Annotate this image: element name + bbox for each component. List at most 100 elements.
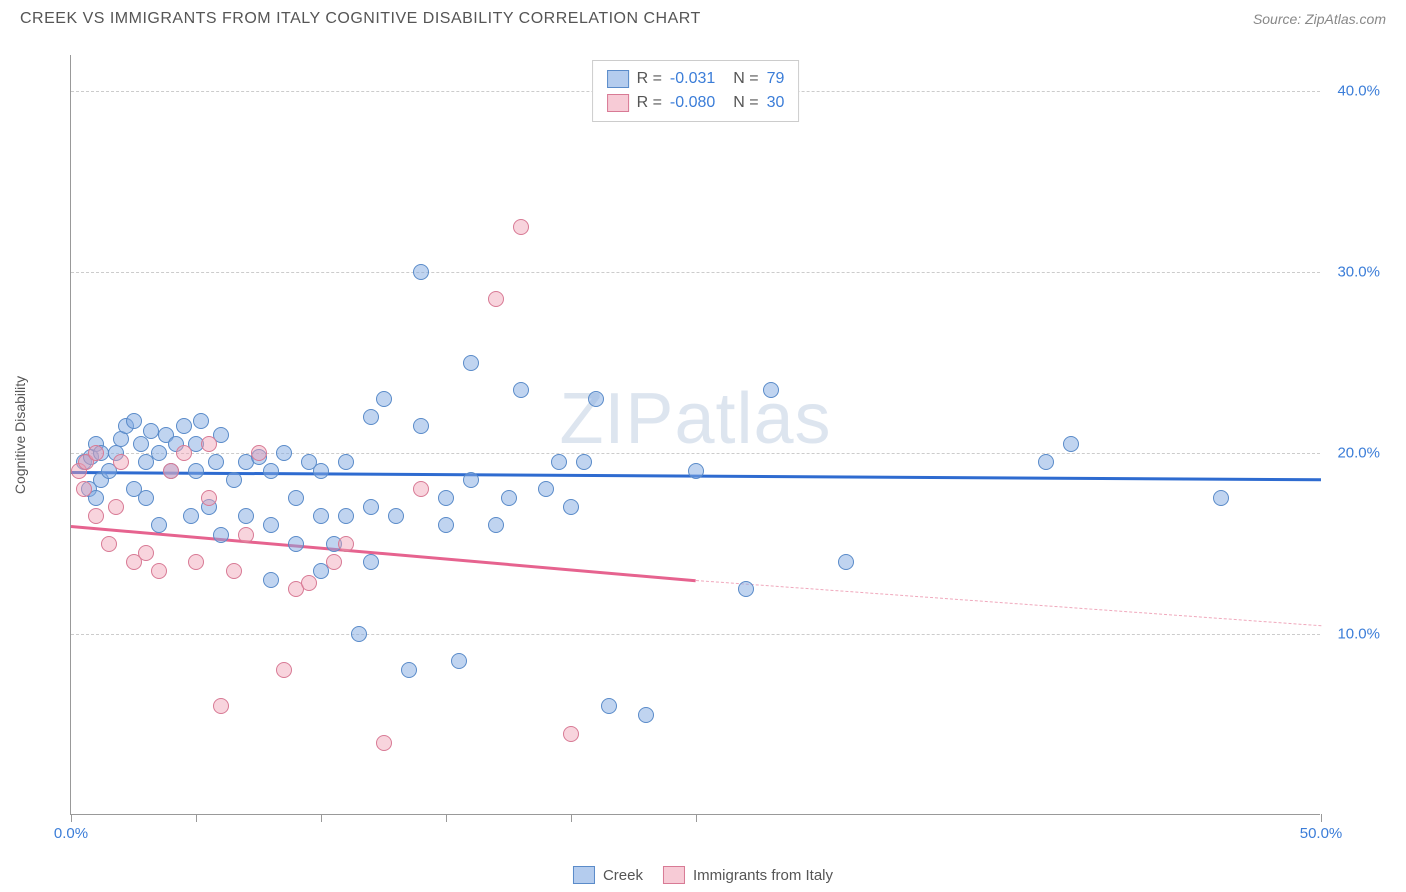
data-point — [338, 536, 354, 552]
x-tick — [696, 814, 697, 822]
data-point — [226, 563, 242, 579]
source-attribution: Source: ZipAtlas.com — [1253, 11, 1386, 27]
data-point — [488, 291, 504, 307]
data-point — [838, 554, 854, 570]
plot-area: ZIPatlas R = -0.031 N = 79 R = -0.080 N … — [70, 55, 1320, 815]
data-point — [488, 517, 504, 533]
data-point — [513, 382, 529, 398]
data-point — [76, 481, 92, 497]
data-point — [208, 454, 224, 470]
data-point — [126, 413, 142, 429]
data-point — [276, 445, 292, 461]
x-tick-label: 50.0% — [1300, 825, 1343, 842]
chart-title: CREEK VS IMMIGRANTS FROM ITALY COGNITIVE… — [20, 10, 701, 28]
data-point — [263, 517, 279, 533]
x-tick — [571, 814, 572, 822]
data-point — [413, 264, 429, 280]
legend-r-label: R = — [637, 91, 662, 115]
data-point — [313, 463, 329, 479]
data-point — [238, 508, 254, 524]
x-tick — [71, 814, 72, 822]
data-point — [338, 508, 354, 524]
x-tick — [196, 814, 197, 822]
chart-container: Cognitive Disability ZIPatlas R = -0.031… — [50, 45, 1350, 825]
data-point — [193, 413, 209, 429]
legend-label-2: Immigrants from Italy — [693, 867, 833, 884]
legend-swatch-pink — [607, 94, 629, 112]
legend-r-value-1: -0.031 — [670, 67, 715, 91]
data-point — [201, 490, 217, 506]
data-point — [376, 735, 392, 751]
data-point — [108, 499, 124, 515]
data-point — [638, 707, 654, 723]
x-tick — [1321, 814, 1322, 822]
data-point — [101, 536, 117, 552]
data-point — [138, 545, 154, 561]
data-point — [313, 508, 329, 524]
data-point — [551, 454, 567, 470]
legend-n-value-2: 30 — [767, 91, 785, 115]
data-point — [376, 391, 392, 407]
data-point — [601, 698, 617, 714]
correlation-legend: R = -0.031 N = 79 R = -0.080 N = 30 — [592, 60, 800, 122]
data-point — [151, 517, 167, 533]
y-tick-label: 10.0% — [1337, 626, 1380, 643]
data-point — [288, 490, 304, 506]
x-tick — [446, 814, 447, 822]
data-point — [188, 554, 204, 570]
data-point — [688, 463, 704, 479]
legend-r-value-2: -0.080 — [670, 91, 715, 115]
y-tick-label: 40.0% — [1337, 83, 1380, 100]
data-point — [176, 418, 192, 434]
data-point — [138, 490, 154, 506]
data-point — [88, 445, 104, 461]
data-point — [288, 536, 304, 552]
data-point — [1063, 436, 1079, 452]
data-point — [501, 490, 517, 506]
data-point — [1038, 454, 1054, 470]
data-point — [451, 653, 467, 669]
data-point — [438, 490, 454, 506]
y-axis-label: Cognitive Disability — [12, 376, 28, 494]
legend-swatch-blue — [607, 70, 629, 88]
data-point — [576, 454, 592, 470]
data-point — [151, 563, 167, 579]
data-point — [176, 445, 192, 461]
data-point — [213, 527, 229, 543]
data-point — [351, 626, 367, 642]
data-point — [463, 355, 479, 371]
data-point — [301, 575, 317, 591]
data-point — [463, 472, 479, 488]
data-point — [538, 481, 554, 497]
data-point — [588, 391, 604, 407]
series-legend: Creek Immigrants from Italy — [573, 866, 833, 884]
data-point — [151, 445, 167, 461]
data-point — [201, 436, 217, 452]
data-point — [326, 554, 342, 570]
y-tick-label: 30.0% — [1337, 264, 1380, 281]
data-point — [563, 499, 579, 515]
data-point — [251, 445, 267, 461]
data-point — [1213, 490, 1229, 506]
data-point — [763, 382, 779, 398]
data-point — [363, 554, 379, 570]
gridline — [71, 634, 1320, 635]
data-point — [183, 508, 199, 524]
legend-n-label: N = — [733, 67, 758, 91]
data-point — [563, 726, 579, 742]
data-point — [413, 418, 429, 434]
data-point — [513, 219, 529, 235]
data-point — [213, 698, 229, 714]
data-point — [143, 423, 159, 439]
x-tick-label: 0.0% — [54, 825, 88, 842]
data-point — [738, 581, 754, 597]
data-point — [401, 662, 417, 678]
data-point — [276, 662, 292, 678]
data-point — [226, 472, 242, 488]
legend-swatch-pink — [663, 866, 685, 884]
data-point — [88, 508, 104, 524]
data-point — [413, 481, 429, 497]
data-point — [263, 463, 279, 479]
y-tick-label: 20.0% — [1337, 445, 1380, 462]
watermark: ZIPatlas — [559, 378, 831, 460]
